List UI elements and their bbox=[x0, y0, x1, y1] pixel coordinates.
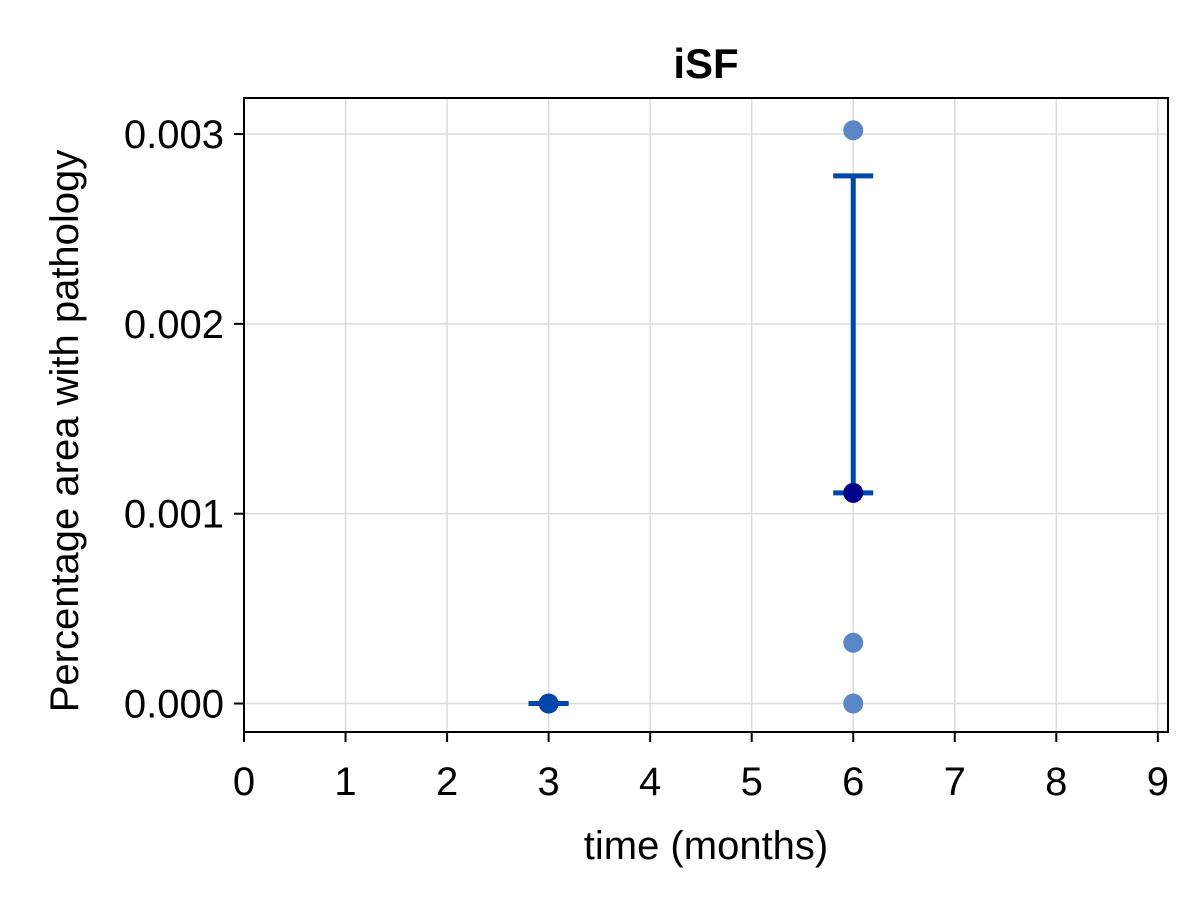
x-tick-label: 4 bbox=[639, 760, 661, 804]
chart-title: iSF bbox=[673, 40, 738, 87]
x-tick-label: 1 bbox=[334, 760, 356, 804]
data-marks bbox=[528, 120, 874, 714]
x-tick-label: 0 bbox=[233, 760, 255, 804]
x-tick-label: 2 bbox=[436, 760, 458, 804]
grid bbox=[243, 98, 1168, 732]
x-axis-label: time (months) bbox=[584, 824, 829, 868]
x-tick-label: 9 bbox=[1147, 760, 1169, 804]
y-tick-label: 0.002 bbox=[124, 303, 224, 347]
individual-data-point bbox=[843, 120, 864, 141]
mean-data-point bbox=[843, 482, 864, 503]
mean-data-point bbox=[538, 693, 559, 714]
individual-data-point bbox=[843, 632, 864, 653]
y-tick-label: 0.001 bbox=[124, 493, 224, 537]
plot-frame bbox=[243, 97, 1169, 733]
x-tick-label: 3 bbox=[537, 760, 559, 804]
y-axis-label: Percentage area with pathology bbox=[43, 150, 87, 713]
y-tick-label: 0.003 bbox=[124, 113, 224, 157]
x-tick-label: 5 bbox=[741, 760, 763, 804]
axis-ticks: 0 1 2 3 4 5 6 7 8 9 0.000 0.001 0.002 0.003 bbox=[124, 113, 1169, 804]
x-tick-label: 8 bbox=[1045, 760, 1067, 804]
x-tick-label: 7 bbox=[944, 760, 966, 804]
individual-data-point bbox=[843, 693, 864, 714]
x-tick-label: 6 bbox=[842, 760, 864, 804]
y-tick-label: 0.000 bbox=[124, 683, 224, 727]
